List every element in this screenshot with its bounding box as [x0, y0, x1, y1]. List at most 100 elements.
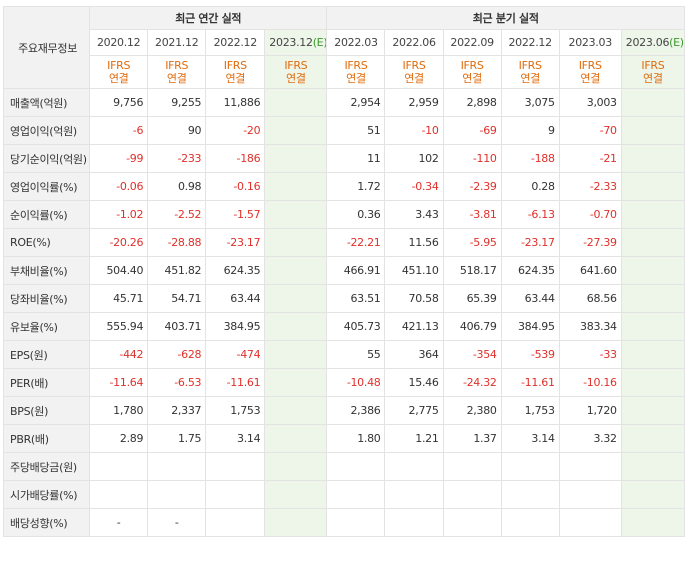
table-cell: 0.28	[500, 172, 560, 201]
table-cell	[326, 480, 386, 509]
table-cell	[558, 452, 622, 481]
table-cell	[205, 452, 266, 481]
table-cell: 1.80	[326, 424, 386, 453]
table-cell	[620, 368, 686, 397]
ifrs-consolidated: 연결	[286, 72, 306, 85]
table-cell: 1,753	[500, 396, 560, 425]
table-cell	[442, 480, 502, 509]
table-cell: -21	[558, 144, 622, 173]
table-row: 당기순이익(억원) -99 -233 -186 11 102 -110 -188 -21	[2, 144, 686, 173]
period-header: 2022.06	[384, 29, 444, 56]
table-cell	[620, 480, 686, 509]
table-cell	[500, 480, 560, 509]
row-label: 배당성향(%)	[2, 508, 91, 537]
ifrs-standard: IFRS	[402, 59, 426, 72]
table-cell: -0.06	[89, 172, 149, 201]
table-cell: 2,380	[442, 396, 502, 425]
table-cell	[89, 452, 149, 481]
table-row: PBR(배) 2.89 1.75 3.14 1.80 1.21 1.37 3.14 3.32	[2, 424, 686, 453]
table-body: 매출액(억원) 9,756 9,255 11,886 2,954 2,959 2,898 3,…	[2, 88, 686, 537]
annual-group-header: 최근 연간 실적	[89, 6, 328, 30]
table-cell	[384, 452, 444, 481]
table-cell: 2,959	[384, 88, 444, 117]
table-cell: 9,756	[89, 88, 149, 117]
table-cell	[620, 312, 686, 341]
table-row: 순이익률(%) -1.02 -2.52 -1.57 0.36 3.43 -3.81 -6.13…	[2, 200, 686, 229]
period-date: 2023.03	[568, 36, 613, 49]
table-cell: 624.35	[205, 256, 266, 285]
ifrs-consolidated: 연결	[108, 72, 129, 85]
row-label: 순이익률(%)	[2, 200, 91, 229]
period-date: 2022.09	[450, 36, 494, 49]
table-cell	[558, 480, 622, 509]
table-cell: 421.13	[384, 312, 444, 341]
table-cell: -20.26	[89, 228, 149, 257]
period-header: 2023.06(E)	[620, 29, 686, 56]
period-header: 2023.12(E)	[264, 29, 328, 56]
ifrs-label: IFRS 연결	[500, 55, 560, 89]
table-row: EPS(원) -442 -628 -474 55 364 -354 -539 -33	[2, 340, 686, 369]
table-cell: -20	[205, 116, 266, 145]
table-cell	[620, 228, 686, 257]
table-cell: 9	[500, 116, 560, 145]
table-cell	[384, 508, 444, 537]
table-cell	[205, 480, 266, 509]
table-cell: -3.81	[442, 200, 502, 229]
period-date: 2022.06	[392, 36, 436, 49]
table-row: 당좌비율(%) 45.71 54.71 63.44 63.51 70.58 65.39 63.…	[2, 284, 686, 313]
table-cell: 1.37	[442, 424, 502, 453]
row-label: 영업이익(억원)	[2, 116, 91, 145]
table-cell: -6.13	[500, 200, 560, 229]
table-cell: -11.64	[89, 368, 149, 397]
table-cell: 384.95	[205, 312, 266, 341]
table-cell: -69	[442, 116, 502, 145]
table-cell: 403.71	[147, 312, 207, 341]
period-date: 2022.03	[334, 36, 378, 49]
table-cell: 3.14	[205, 424, 266, 453]
table-cell: 15.46	[384, 368, 444, 397]
table-cell: -1.57	[205, 200, 266, 229]
table-cell	[620, 200, 686, 229]
table-cell: 2,337	[147, 396, 207, 425]
table-cell: 1,753	[205, 396, 266, 425]
table-cell: 3,075	[500, 88, 560, 117]
table-cell: 0.36	[326, 200, 386, 229]
ifrs-label: IFRS 연결	[384, 55, 444, 89]
period-header: 2022.03	[326, 29, 386, 56]
table-cell: -474	[205, 340, 266, 369]
table-cell	[620, 396, 686, 425]
ifrs-label: IFRS 연결	[620, 55, 686, 89]
ifrs-consolidated: 연결	[462, 72, 482, 85]
table-row: 시가배당률(%)	[2, 480, 686, 509]
table-cell: 63.44	[205, 284, 266, 313]
table-row: 유보율(%) 555.94 403.71 384.95 405.73 421.13 406.…	[2, 312, 686, 341]
table-cell: -188	[500, 144, 560, 173]
table-cell: 68.56	[558, 284, 622, 313]
table-cell	[264, 88, 328, 117]
table-cell: -186	[205, 144, 266, 173]
table-cell: 1,720	[558, 396, 622, 425]
ifrs-consolidated: 연결	[580, 72, 601, 85]
table-cell: 383.34	[558, 312, 622, 341]
table-cell: 1,780	[89, 396, 149, 425]
table-cell: -2.39	[442, 172, 502, 201]
table-cell: 63.44	[500, 284, 560, 313]
table-cell: 102	[384, 144, 444, 173]
table-cell	[620, 508, 686, 537]
table-cell	[147, 480, 207, 509]
row-label: ROE(%)	[2, 228, 91, 257]
ifrs-label: IFRS 연결	[147, 55, 207, 89]
table-row: 주당배당금(원)	[2, 452, 686, 481]
table-cell: 518.17	[442, 256, 502, 285]
table-cell: -10.16	[558, 368, 622, 397]
ifrs-consolidated: 연결	[225, 72, 246, 85]
table-cell	[264, 508, 328, 537]
ifrs-standard: IFRS	[460, 59, 484, 72]
period-date: 2023.06	[625, 36, 670, 49]
table-cell	[264, 228, 328, 257]
table-cell: -233	[147, 144, 207, 173]
row-label: 매출액(억원)	[2, 88, 91, 117]
table-cell	[264, 172, 328, 201]
table-cell	[264, 200, 328, 229]
table-cell: 11,886	[205, 88, 266, 117]
